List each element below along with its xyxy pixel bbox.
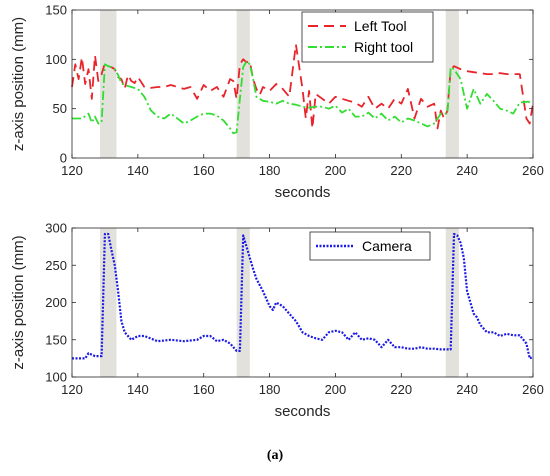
legend: Left Tool Right tool	[301, 11, 434, 63]
y-tick-label: 0	[60, 151, 67, 166]
y-tick-label: 200	[45, 295, 67, 310]
plot-area	[72, 228, 533, 377]
y-tick-label: 150	[45, 332, 67, 347]
x-axis-label: seconds	[275, 403, 331, 420]
series-line-left-tool	[71, 43, 534, 130]
x-tick-label: 260	[522, 163, 544, 178]
y-tick-label: 250	[45, 258, 67, 273]
legend-label: Camera	[362, 238, 412, 254]
x-tick-label: 220	[390, 163, 412, 178]
series-line-camera	[72, 232, 534, 360]
x-tick-label: 120	[61, 163, 83, 178]
y-tick-label: 100	[45, 370, 67, 385]
axes-box	[71, 9, 534, 159]
shaded-interval-2	[236, 228, 250, 377]
x-tick-label: 240	[456, 382, 478, 397]
y-axis-label: z-axis position (mm)	[10, 235, 27, 369]
x-tick-label: 220	[390, 382, 412, 397]
x-tick-label: 180	[259, 163, 281, 178]
x-tick-label: 260	[522, 382, 544, 397]
y-axis-label: z-axis position (mm)	[10, 17, 27, 151]
x-tick-label: 200	[325, 163, 347, 178]
legend-label: Left Tool	[354, 18, 407, 34]
shaded-interval-2	[236, 10, 250, 158]
legend-label: Right tool	[354, 39, 413, 55]
top-panel-chart: 120 140 160 180 200 220 240 260 0 50 100 150 seconds…	[10, 3, 544, 202]
shaded-interval-1	[99, 10, 117, 158]
x-tick-label: 140	[127, 163, 149, 178]
x-tick-label: 140	[127, 382, 149, 397]
y-tick-label: 300	[45, 221, 67, 236]
x-tick-label: 160	[193, 163, 215, 178]
legend: Camera	[309, 231, 431, 261]
y-tick-label: 100	[45, 52, 67, 67]
series-line-right-tool	[72, 60, 533, 135]
shaded-interval-3	[445, 10, 459, 158]
y-tick-label: 150	[45, 3, 67, 18]
bottom-panel-chart: 120 140 160 180 200 220 240 260 100 150 200 250 300 s…	[10, 221, 544, 421]
x-tick-label: 180	[259, 382, 281, 397]
legend-box	[301, 11, 434, 63]
x-tick-label: 160	[193, 382, 215, 397]
x-axis-label: seconds	[275, 184, 331, 201]
y-tick-label: 50	[53, 101, 67, 116]
x-tick-label: 120	[61, 382, 83, 397]
figure-caption: (a)	[266, 448, 284, 463]
x-tick-label: 240	[456, 163, 478, 178]
x-tick-label: 200	[325, 382, 347, 397]
shaded-interval-1	[99, 228, 117, 377]
